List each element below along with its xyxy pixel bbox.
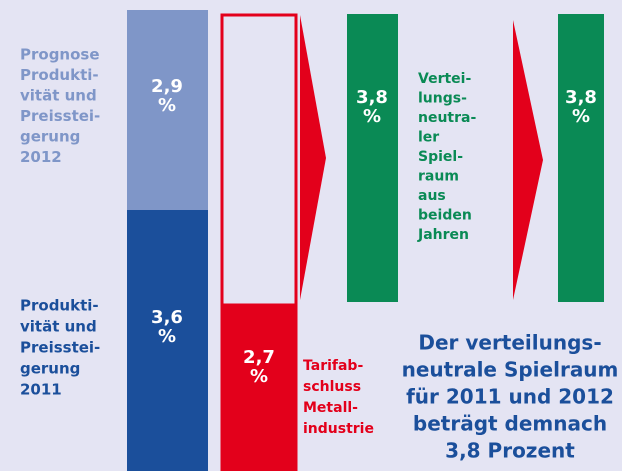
label: Preisstei- bbox=[20, 339, 100, 357]
label: Preisstei- bbox=[20, 107, 100, 125]
value: % bbox=[572, 106, 590, 127]
label: raum bbox=[418, 169, 459, 185]
label: Prognose bbox=[20, 46, 100, 64]
value: 3,8 bbox=[565, 87, 597, 108]
prognosis-bar bbox=[127, 10, 208, 210]
conclusion: neutrale Spielraum bbox=[402, 358, 619, 382]
tariff-bar bbox=[220, 305, 298, 471]
label: Spiel- bbox=[418, 149, 463, 165]
result-bar bbox=[558, 14, 604, 302]
label: beiden bbox=[418, 208, 472, 224]
label: gerung bbox=[20, 128, 80, 146]
conclusion: beträgt demnach bbox=[413, 412, 607, 436]
label: Produkti- bbox=[20, 66, 99, 84]
label: vität und bbox=[20, 87, 97, 105]
label: Metall- bbox=[303, 400, 358, 416]
actual-bar bbox=[127, 210, 208, 471]
neutral-bar bbox=[347, 14, 398, 302]
label: gerung bbox=[20, 360, 80, 378]
label: aus bbox=[418, 188, 446, 204]
label: ler bbox=[418, 130, 439, 146]
label: Jahren bbox=[417, 227, 469, 243]
value: % bbox=[363, 106, 381, 127]
label: lungs- bbox=[418, 91, 467, 107]
label: Vertei- bbox=[418, 71, 471, 87]
arrow bbox=[513, 20, 543, 300]
label: industrie bbox=[303, 421, 374, 437]
label: 2011 bbox=[20, 381, 62, 399]
label: schluss bbox=[303, 379, 361, 395]
value: % bbox=[158, 326, 176, 347]
label: Tarifab- bbox=[303, 358, 363, 374]
conclusion: für 2011 und 2012 bbox=[406, 385, 614, 409]
conclusion: Der verteilungs- bbox=[418, 331, 601, 355]
arrow bbox=[300, 15, 326, 300]
label: vität und bbox=[20, 318, 97, 336]
label: neutra- bbox=[418, 110, 476, 126]
value: 3,6 bbox=[151, 307, 183, 328]
value: 3,8 bbox=[356, 87, 388, 108]
value: % bbox=[250, 366, 268, 387]
label: 2012 bbox=[20, 148, 62, 166]
conclusion: 3,8 Prozent bbox=[445, 439, 575, 463]
value: % bbox=[158, 95, 176, 116]
label: Produkti- bbox=[20, 297, 99, 315]
value: 2,7 bbox=[243, 347, 275, 368]
value: 2,9 bbox=[151, 76, 183, 97]
